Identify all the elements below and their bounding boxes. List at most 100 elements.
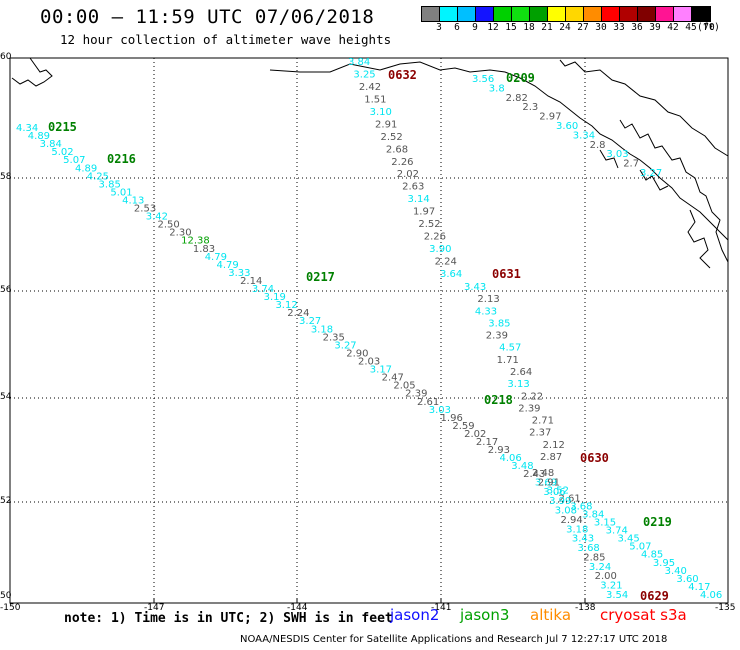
wave-height-value: 4.13 xyxy=(122,195,144,206)
wave-height-value: 4.79 xyxy=(216,260,238,271)
wave-height-value: 3.33 xyxy=(228,268,250,279)
legend-swatch xyxy=(476,7,494,21)
lat-label: 56 xyxy=(0,285,12,295)
wave-height-value: 2.37 xyxy=(529,428,551,439)
pass-label: 0218 xyxy=(484,393,513,407)
wave-height-value: 3.48 xyxy=(511,461,533,472)
wave-height-value: 2.39 xyxy=(486,331,508,342)
lon-label: -138 xyxy=(575,603,596,613)
legend-swatch xyxy=(638,7,656,21)
wave-height-value: 3.08 xyxy=(555,506,577,517)
lat-label: 50 xyxy=(0,591,12,601)
pass-label: 0215 xyxy=(48,120,77,134)
wave-height-value: 2.24 xyxy=(435,257,457,268)
legend-swatch xyxy=(548,7,566,21)
wave-height-value: 3.84 xyxy=(582,509,604,520)
wave-height-value: 3.84 xyxy=(348,57,370,68)
wave-height-value: 2.90 xyxy=(346,348,368,359)
wave-height-value: 3.27 xyxy=(299,316,321,327)
wave-height-value: 3.68 xyxy=(578,543,600,554)
wave-height-value: 3.25 xyxy=(353,69,375,80)
wave-height-value: 3.10 xyxy=(370,107,392,118)
wave-height-value: 3.42 xyxy=(146,212,168,223)
wave-height-value: 3.18 xyxy=(311,324,333,335)
wave-height-value: 3.03 xyxy=(429,405,451,416)
lon-label: -141 xyxy=(431,603,452,613)
wave-height-value: 2.22 xyxy=(521,391,543,402)
wave-height-value: 3.06 xyxy=(543,487,565,498)
wave-height-value: 3.03 xyxy=(606,149,628,160)
lat-label: 54 xyxy=(0,392,12,402)
wave-height-value: 2.91 xyxy=(375,119,397,130)
wave-height-value: 4.85 xyxy=(641,550,663,561)
legend-label: 27 xyxy=(577,22,589,33)
wave-height-value: 3.69 xyxy=(535,477,557,488)
wave-height-value: 4.57 xyxy=(499,343,521,354)
legend-swatch xyxy=(458,7,476,21)
legend-swatch xyxy=(440,7,458,21)
legend-swatch xyxy=(530,7,548,21)
wave-height-value: 4.79 xyxy=(205,252,227,263)
wave-height-value: 2.42 xyxy=(359,82,381,93)
wave-height-value: 2.35 xyxy=(323,332,345,343)
legend-label: 6 xyxy=(454,22,460,33)
wave-height-value: 3.64 xyxy=(440,269,462,280)
wave-height-value: 2.48 xyxy=(532,468,554,479)
wave-height-value: 3.14 xyxy=(408,194,430,205)
wave-height-value: 3.60 xyxy=(556,121,578,132)
wave-height-value: 3.24 xyxy=(589,562,611,573)
wave-height-value: 2.52 xyxy=(418,219,440,230)
wave-height-value: 3.21 xyxy=(600,581,622,592)
legend-swatch xyxy=(602,7,620,21)
legend-label: 36 xyxy=(631,22,643,33)
legend-swatch xyxy=(656,7,674,21)
wave-height-value: 3.27 xyxy=(640,168,662,179)
wave-height-value: 3.74 xyxy=(606,526,628,537)
wave-height-value: 2.94 xyxy=(560,515,582,526)
legend-swatch xyxy=(566,7,584,21)
legend-label: 3 xyxy=(436,22,442,33)
credit-line: NOAA/NESDIS Center for Satellite Applica… xyxy=(240,634,668,645)
legend-swatch xyxy=(422,7,440,21)
legend-swatch xyxy=(584,7,602,21)
legend-label: 33 xyxy=(613,22,625,33)
alaska-coastline xyxy=(11,57,729,269)
wave-height-value: 3.74 xyxy=(252,284,274,295)
legend-label: 9 xyxy=(472,22,478,33)
lat-label: 58 xyxy=(0,172,12,182)
wave-height-value: 5.01 xyxy=(110,187,132,198)
wave-height-value: 2.7 xyxy=(623,159,639,170)
wave-height-value: 2.91 xyxy=(538,477,560,488)
legend-swatch xyxy=(512,7,530,21)
wave-height-value: 2.68 xyxy=(386,144,408,155)
wave-height-value: 2.71 xyxy=(532,416,554,427)
wave-height-value: 3.52 xyxy=(547,485,569,496)
wave-height-value: 2.26 xyxy=(424,232,446,243)
wave-height-value: 3.43 xyxy=(572,534,594,545)
wave-height-value: 2.63 xyxy=(402,182,424,193)
wave-height-value: 1.97 xyxy=(413,207,435,218)
wave-height-value: 2.00 xyxy=(595,571,617,582)
wave-height-value: 3.54 xyxy=(606,590,628,601)
wave-height-value: 2.47 xyxy=(382,373,404,384)
wave-height-value: 2.87 xyxy=(540,452,562,463)
wave-height-value: 1.51 xyxy=(364,94,386,105)
wave-height-value: 2.64 xyxy=(510,367,532,378)
pass-label: 0629 xyxy=(640,589,669,603)
wave-height-value: 2.3 xyxy=(522,102,538,113)
wave-height-value: 3.84 xyxy=(40,139,62,150)
wave-height-value: 2.39 xyxy=(405,389,427,400)
wave-height-value: 2.26 xyxy=(391,157,413,168)
pass-label: 0209 xyxy=(506,71,535,85)
legend-label: 70 xyxy=(703,22,715,33)
wave-height-value: 3.34 xyxy=(573,130,595,141)
wave-height-value: 3.18 xyxy=(566,524,588,535)
wave-height-value: 3.85 xyxy=(488,318,510,329)
wave-height-value: 2.30 xyxy=(169,228,191,239)
legend-label: 30 xyxy=(595,22,607,33)
wave-height-value: 2.93 xyxy=(488,445,510,456)
wave-height-value: 4.25 xyxy=(87,171,109,182)
legend-altika: altika xyxy=(530,606,572,624)
wave-height-value: 4.06 xyxy=(700,590,722,601)
wave-height-value: 2.97 xyxy=(539,112,561,123)
